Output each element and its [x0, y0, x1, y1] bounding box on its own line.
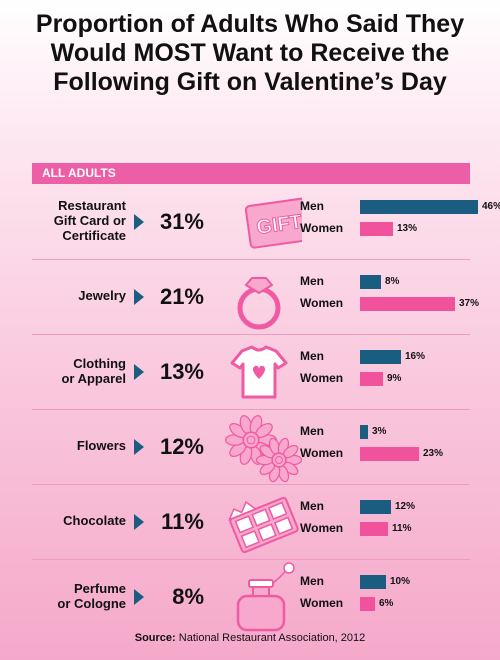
series-label: Women	[300, 521, 344, 535]
category-icon	[212, 485, 302, 560]
arrow-icon	[134, 213, 144, 230]
source-label: Source:	[134, 632, 176, 644]
series-label: Women	[300, 371, 344, 385]
all-adults-value: 31%	[159, 208, 204, 234]
category-label-line: Restaurant	[58, 198, 126, 213]
category-icon	[212, 560, 302, 635]
all-adults-value: 12%	[159, 433, 204, 459]
ring-icon	[237, 277, 281, 330]
svg-text:GIFT: GIFT	[255, 211, 302, 239]
all-adults-value: 21%	[159, 283, 204, 309]
women-bar	[360, 372, 383, 386]
women-bar	[360, 222, 393, 236]
bar-value-label: 11%	[392, 523, 412, 534]
bar-value-label: 8%	[385, 276, 400, 287]
women-bar	[360, 522, 388, 536]
series-label: Men	[300, 199, 324, 213]
category-icon	[212, 260, 302, 335]
category-row: Perfume or Cologne 8% Men 10% Women 6%	[32, 560, 470, 635]
men-bar	[360, 350, 401, 364]
flowers-icon	[224, 415, 302, 483]
category-label-line: or Cologne	[57, 595, 126, 611]
source-text: National Restaurant Association, 2012	[175, 632, 366, 644]
bar-value-label: 23%	[423, 448, 444, 459]
category-label-line: or Apparel	[61, 370, 126, 386]
category-row: Clothing or Apparel 13% Men 16% Women 9%	[32, 335, 470, 410]
category-row: Restaurant Gift Card or Certificate 31% GIF…	[32, 185, 500, 260]
arrow-icon	[134, 588, 144, 605]
perfume-bottle-icon	[236, 562, 295, 632]
category-icon: GIFT	[212, 185, 302, 260]
arrow-icon	[134, 288, 144, 305]
arrow-icon	[134, 363, 144, 380]
category-label: Flowers	[32, 438, 126, 453]
men-bar	[360, 275, 381, 289]
category-row: Chocolate 11% Men 12% Women 11%	[32, 485, 470, 560]
bar-value-label: 12%	[395, 501, 416, 512]
bar-value-label: 9%	[387, 373, 402, 384]
category-label: Chocolate	[32, 513, 126, 528]
series-label: Men	[300, 574, 324, 588]
bar-value-label: 46%	[482, 201, 500, 212]
category-label-line: Perfume	[73, 580, 126, 596]
bar-value-label: 16%	[405, 351, 426, 362]
all-adults-value: 11%	[161, 508, 204, 534]
men-bar	[360, 200, 478, 214]
category-label-line: Chocolate	[63, 513, 126, 528]
gift-card-icon: GIFT	[244, 197, 302, 249]
category-label-line: Clothing	[73, 355, 126, 371]
men-bar	[360, 500, 391, 514]
bar-value-label: 37%	[459, 298, 480, 309]
category-row: Flowers 12% Men 3% Women 23%	[32, 410, 470, 485]
series-label: Men	[300, 349, 324, 363]
series-label: Men	[300, 274, 324, 288]
series-label: Women	[300, 221, 344, 235]
series-label: Women	[300, 446, 344, 460]
series-label: Women	[300, 596, 344, 610]
series-label: Men	[300, 499, 324, 513]
category-label-line: Flowers	[76, 438, 126, 453]
bar-value-label: 6%	[379, 598, 394, 609]
all-adults-value: 13%	[159, 358, 204, 384]
category-label-line: Jewelry	[78, 288, 126, 303]
source-note: Source: National Restaurant Association,…	[0, 632, 500, 644]
category-label: Perfume or Cologne	[32, 581, 126, 611]
women-bar	[360, 447, 419, 461]
chart-title: Proportion of Adults Who Said They Would…	[35, 10, 465, 96]
bar-value-label: 3%	[372, 426, 387, 437]
bar-value-label: 13%	[397, 223, 418, 234]
series-label: Men	[300, 424, 324, 438]
men-bar	[360, 575, 386, 589]
series-label: Women	[300, 296, 344, 310]
category-row: Jewelry 21% Men 8% Women 37%	[32, 260, 479, 335]
arrow-icon	[134, 513, 144, 530]
category-label: Clothing or Apparel	[32, 356, 126, 386]
women-bar	[360, 297, 455, 311]
category-icon	[212, 335, 302, 410]
women-bar	[360, 597, 375, 611]
category-label-line: Certificate	[62, 228, 126, 243]
category-label: Jewelry	[32, 288, 126, 303]
tshirt-icon	[230, 345, 288, 399]
bar-value-label: 10%	[390, 576, 411, 587]
category-label-line: Gift Card or	[53, 213, 126, 228]
category-icon	[212, 410, 302, 485]
chocolate-bar-icon	[228, 496, 299, 554]
all-adults-banner: ALL ADULTS	[32, 163, 470, 184]
arrow-icon	[134, 438, 144, 455]
men-bar	[360, 425, 368, 439]
category-label: Restaurant Gift Card or Certificate	[32, 198, 126, 243]
all-adults-value: 8%	[172, 583, 204, 609]
